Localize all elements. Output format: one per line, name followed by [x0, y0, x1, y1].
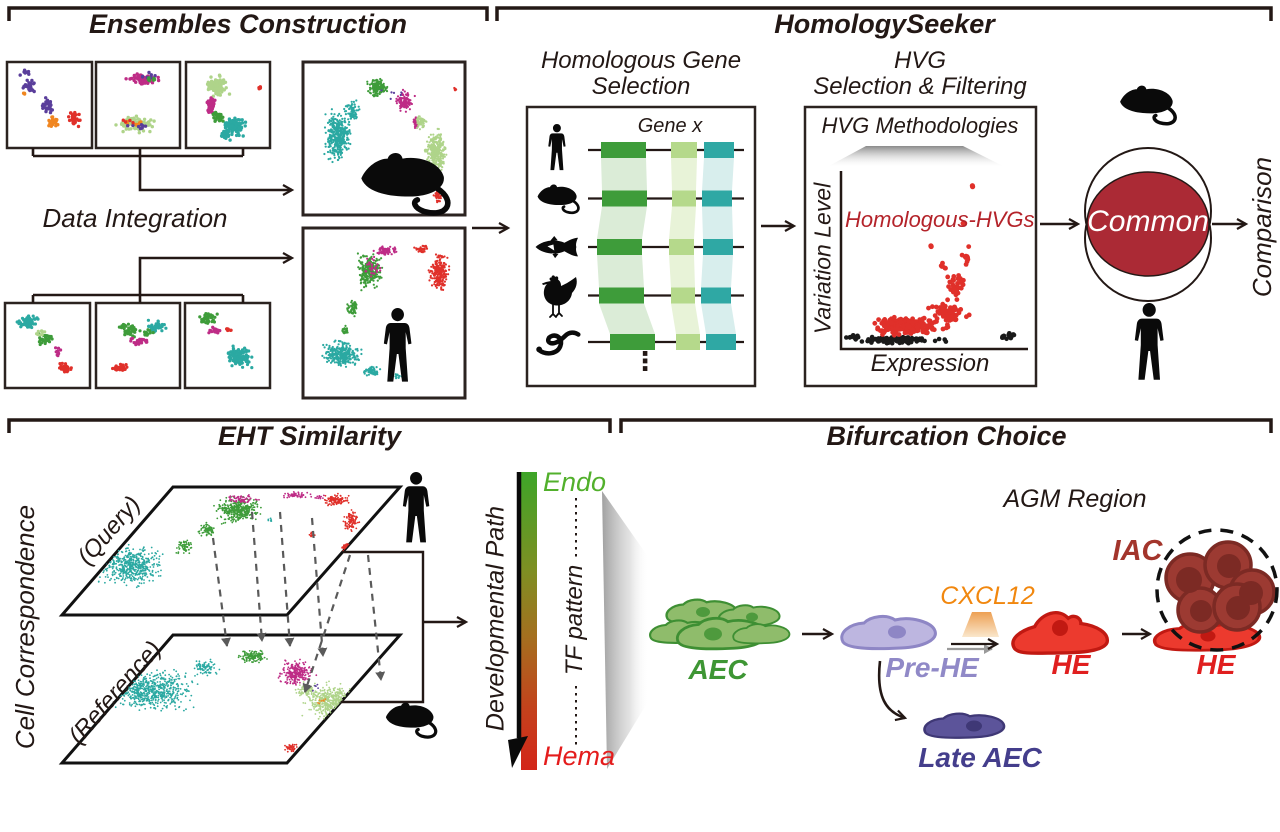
panel-title-ensembles: Ensembles Construction	[88, 9, 408, 39]
scatter-dots	[18, 68, 82, 129]
he2-label: HE	[1196, 649, 1236, 680]
developmental-path-label: Developmental Path	[481, 505, 510, 732]
scatter-dots-query	[95, 491, 361, 589]
developmental-arrow-head	[508, 736, 528, 768]
scatter-dots	[111, 318, 168, 372]
tf-pattern-label: TF pattern	[561, 564, 589, 676]
gene-track-lines	[588, 148, 744, 344]
scatter-dots	[114, 70, 161, 135]
lateaec-nucleus	[966, 720, 982, 732]
scatter-dots	[321, 244, 451, 380]
aec-nuclei	[696, 607, 758, 641]
bracket-eht	[7, 418, 612, 433]
venn-diagram	[1084, 147, 1212, 302]
lateaec-label: Late AEC	[918, 742, 1042, 773]
gray-wedge	[602, 491, 649, 769]
cxcl12-label: CXCL12	[940, 582, 1035, 610]
arrow-prehe-to-lateaec	[877, 660, 908, 722]
mouse-icon	[1118, 83, 1177, 126]
cxcl12-signal-shape	[962, 612, 999, 637]
panel-title-homologyseeker: HomologySeeker	[774, 9, 995, 39]
hvg-methodologies-label: HVG Methodologies	[821, 113, 1019, 138]
gene-selection-title-line1: Homologous Gene	[540, 47, 742, 74]
prehe-nucleus	[888, 625, 906, 639]
comparison-label: Comparison	[1246, 156, 1277, 298]
expression-axis-label: Expression	[870, 350, 990, 377]
bracket-homologyseeker	[495, 6, 1273, 21]
he1-label: HE	[1051, 649, 1091, 680]
gene-ellipsis: ⋮	[632, 347, 658, 377]
human-icon	[1134, 303, 1164, 380]
iac-label: IAC	[1112, 535, 1163, 567]
hema-label: Hema	[543, 741, 616, 771]
correspondence-arrows	[211, 511, 386, 693]
mouse-icon	[384, 700, 438, 739]
developmental-gradient-bar	[521, 472, 537, 770]
cell-correspondence-label: Cell Correspondence	[9, 504, 40, 750]
endo-label: Endo	[543, 467, 607, 497]
gene-homology-bands	[597, 158, 736, 334]
hvg-title: HVG Selection & Filtering	[800, 48, 1040, 100]
aec-label: AEC	[688, 654, 748, 685]
funnel-shade	[827, 146, 1005, 167]
mini-plot-box	[3, 301, 92, 390]
mini-plot-box	[183, 301, 272, 390]
gene-selection-title: Homologous Gene Selection	[526, 48, 756, 100]
hvg-title-line2: Selection & Filtering	[813, 72, 1027, 100]
scatter-dots	[15, 314, 73, 374]
prehe-label: Pre-HE	[885, 652, 979, 683]
gene-x-label: Gene x	[637, 115, 703, 137]
panel-title-eht: EHT Similarity	[217, 421, 402, 451]
human-icon	[402, 472, 430, 543]
aec-cells	[649, 598, 791, 651]
scatter-dots-hvg	[844, 183, 1017, 346]
he1-nucleus	[1052, 620, 1068, 636]
scatter-dots	[205, 73, 263, 142]
iac-nuclei	[1176, 554, 1263, 622]
scatter-dots	[198, 312, 254, 370]
bracket-ensembles	[7, 6, 489, 21]
query-plane	[58, 485, 404, 617]
gene-selection-title-line2: Selection	[591, 72, 691, 100]
bracket-bifurcation	[619, 418, 1273, 433]
dataset-connector-top	[31, 148, 295, 196]
agm-region-label: AGM Region	[1003, 485, 1147, 513]
panel-title-bifurcation: Bifurcation Choice	[826, 421, 1067, 451]
hvg-axes	[839, 171, 1028, 351]
homologous-hvgs-label: Homologous-HVGs	[845, 207, 1035, 232]
plane-connector	[341, 550, 425, 704]
gene-exon-blocks	[597, 142, 736, 350]
iac-dashed-circle	[1155, 528, 1279, 652]
common-label: Common	[1087, 205, 1209, 238]
lateaec-cell	[923, 712, 1006, 740]
variation-level-axis-label: Variation Level	[809, 182, 836, 335]
dataset-connector-bottom	[31, 252, 295, 303]
hvg-title-line1: HVG	[893, 47, 946, 74]
data-integration-label: Data Integration	[42, 203, 228, 233]
